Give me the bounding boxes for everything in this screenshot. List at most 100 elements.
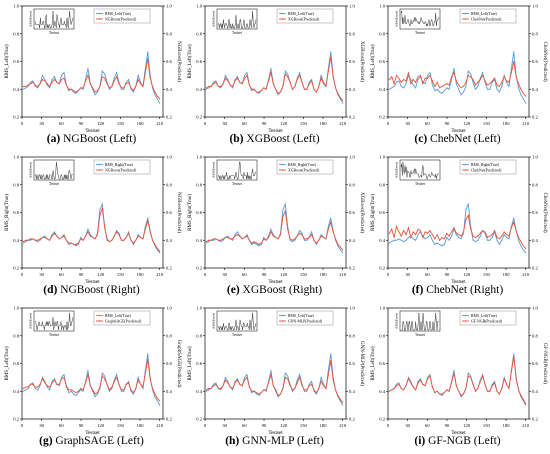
panel-caption-label: (i) (414, 435, 426, 447)
x-tick-label: 90 (79, 423, 84, 428)
panel-caption-label: (a) (46, 133, 61, 145)
predicted-point (232, 238, 234, 240)
chart-panel: 0 30 60 90 120 150 180 210 Testset 0.2 0.4 0.6 0.8 1.… (183, 302, 366, 453)
predicted-point (467, 74, 469, 76)
true-point (75, 92, 77, 94)
predicted-point (104, 77, 106, 79)
predicted-point (415, 234, 417, 236)
predicted-point (220, 387, 222, 390)
predicted-point (56, 235, 58, 237)
true-point (251, 90, 253, 92)
true-point (22, 242, 24, 244)
y-tick-label-left: 1.0 (13, 306, 19, 311)
predicted-point (118, 83, 120, 85)
true-point (429, 72, 431, 74)
predicted-point (113, 80, 115, 82)
predicted-point (135, 239, 137, 241)
true-point (496, 88, 498, 90)
y-tick-label-right: 0.2 (532, 417, 538, 422)
legend-box (459, 159, 517, 175)
predicted-point (287, 76, 289, 78)
true-point (282, 209, 284, 211)
predicted-point (41, 236, 44, 239)
predicted-point (419, 74, 421, 76)
y-axis-label-left: RMS_Left(True) (371, 44, 376, 78)
predicted-point (424, 77, 426, 79)
panel-caption-label: (b) (229, 133, 244, 145)
true-point (232, 389, 234, 391)
predicted-point (315, 392, 317, 394)
inset-x-label: Testset (415, 333, 425, 337)
predicted-point (68, 389, 70, 391)
true-point (412, 84, 414, 86)
true-point (330, 353, 332, 355)
true-point (391, 241, 393, 243)
x-tick-label: 0 (387, 272, 390, 277)
predicted-point (49, 239, 51, 241)
predicted-point (301, 385, 303, 387)
true-point (63, 72, 65, 74)
predicted-point (275, 88, 277, 90)
predicted-point (484, 383, 486, 385)
true-point (303, 239, 305, 241)
true-point (227, 235, 229, 237)
predicted-point (61, 78, 63, 81)
predicted-point (460, 87, 462, 89)
true-point (342, 252, 344, 254)
predicted-point (92, 87, 94, 89)
y-tick-label-left: 0.4 (13, 87, 19, 92)
true-point (284, 203, 286, 205)
true-point (448, 88, 450, 90)
predicted-point (467, 375, 469, 377)
predicted-point (212, 238, 215, 240)
predicted-point (263, 389, 265, 391)
predicted-point (407, 378, 410, 380)
predicted-point (130, 389, 132, 391)
inset-x-label: Testset (415, 182, 425, 186)
predicted-point (34, 84, 36, 86)
y-tick-label-left: 1.0 (379, 155, 385, 160)
y-tick-label-right: 0.4 (532, 238, 538, 243)
y-tick-label-right: 0.6 (166, 361, 172, 366)
predicted-point (337, 92, 339, 94)
x-tick-label: 90 (445, 272, 450, 277)
predicted-point (517, 389, 520, 391)
predicted-point (320, 380, 322, 383)
predicted-point (520, 394, 522, 396)
predicted-point (395, 225, 398, 227)
predicted-point (154, 91, 156, 93)
true-point (156, 98, 158, 100)
predicted-point (156, 397, 158, 399)
predicted-point (482, 229, 484, 232)
panel-caption-text: NGBoost (Right) (57, 284, 140, 296)
predicted-point (132, 392, 134, 394)
true-point (342, 102, 344, 104)
predicted-series-line (388, 61, 527, 97)
predicted-point (22, 85, 24, 88)
true-point (128, 231, 130, 233)
predicted-point (311, 234, 313, 236)
predicted-point (311, 80, 313, 82)
predicted-point (410, 83, 412, 85)
predicted-point (116, 231, 118, 233)
true-point (436, 242, 438, 244)
true-point (159, 252, 161, 254)
y-tick-label-left: 0.2 (13, 115, 19, 120)
predicted-point (99, 386, 101, 388)
y-tick-label-left: 0.6 (196, 210, 202, 215)
predicted-point (116, 76, 118, 78)
true-point (330, 51, 332, 53)
predicted-point (151, 239, 154, 241)
true-point (522, 249, 524, 251)
true-point (427, 376, 429, 378)
legend-marker (464, 169, 467, 171)
predicted-point (224, 77, 227, 79)
predicted-point (318, 239, 320, 241)
predicted-point (448, 235, 450, 237)
predicted-point (241, 385, 243, 387)
predicted-point (96, 392, 99, 394)
predicted-point (506, 234, 508, 236)
predicted-point (486, 390, 488, 392)
predicted-point (248, 84, 250, 86)
y-tick-label-right: 1.0 (349, 4, 355, 9)
